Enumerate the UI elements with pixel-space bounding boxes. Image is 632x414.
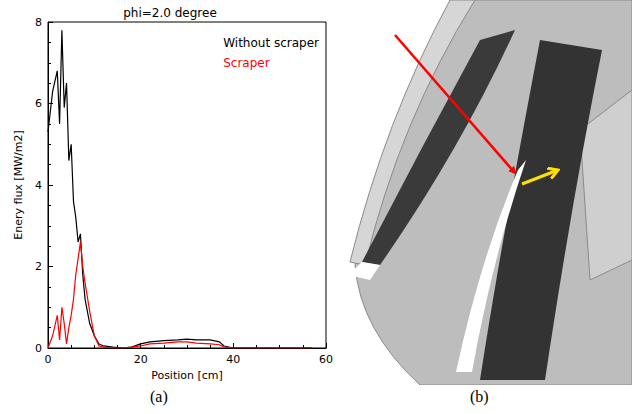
svg-text:0: 0	[35, 342, 42, 355]
svg-text:60: 60	[319, 353, 333, 366]
svg-text:Without scraper: Without scraper	[223, 36, 319, 50]
svg-text:Enery flux [MW/m2]: Enery flux [MW/m2]	[12, 130, 25, 240]
svg-text:20: 20	[134, 353, 148, 366]
svg-text:4: 4	[35, 179, 42, 192]
html-text:(b): (b)	[470, 388, 489, 405]
svg-text:Position [cm]: Position [cm]	[151, 369, 223, 382]
svg-text:2: 2	[35, 260, 42, 273]
svg-text:phi=2.0 degree: phi=2.0 degree	[123, 6, 217, 20]
svg-text:8: 8	[35, 16, 42, 29]
html-text:(a): (a)	[150, 388, 168, 405]
svg-text:6: 6	[35, 97, 42, 110]
svg-text:0: 0	[45, 353, 52, 366]
svg-text:Scraper: Scraper	[223, 56, 270, 70]
svg-text:40: 40	[226, 353, 240, 366]
